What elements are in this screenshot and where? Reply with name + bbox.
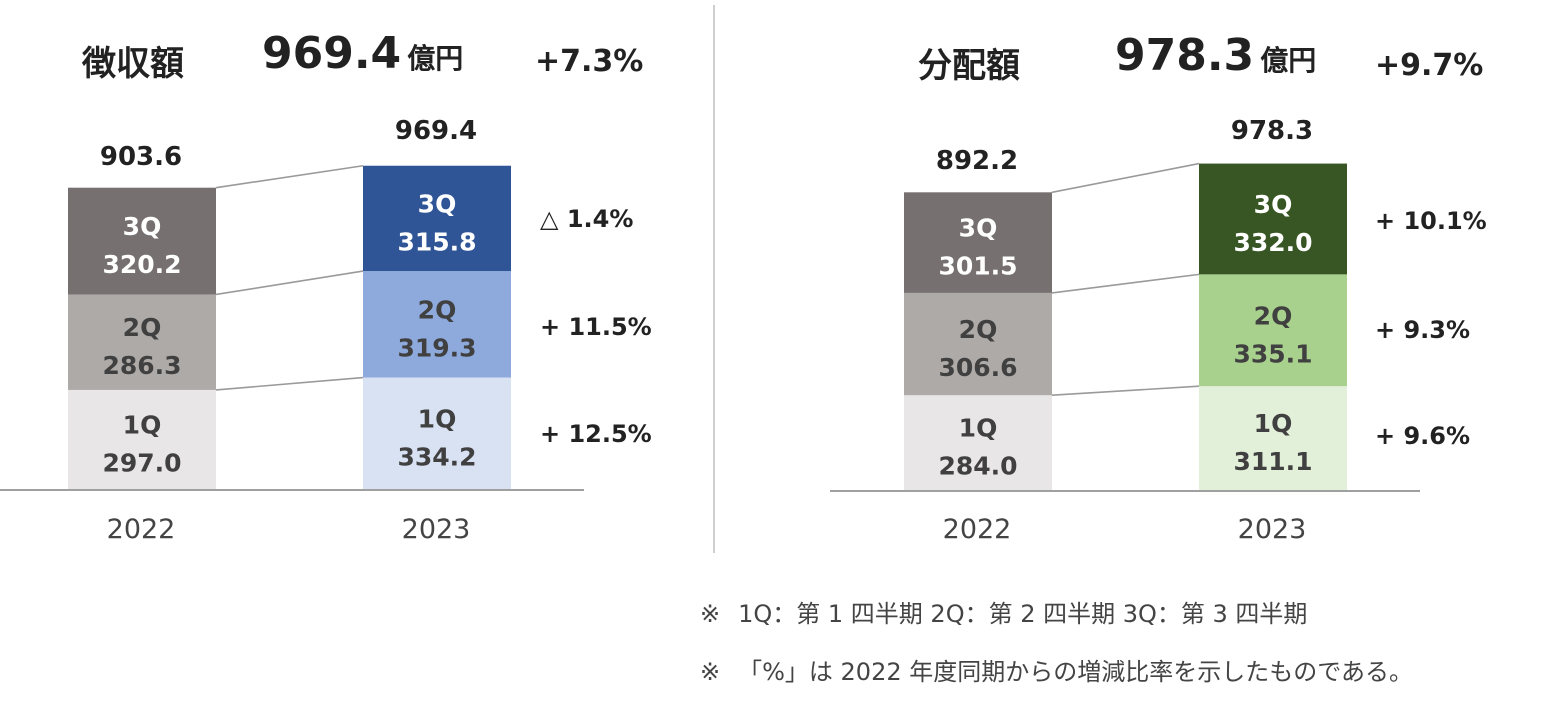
right-bar-label-2023-2q-name: 2Q	[1254, 301, 1293, 330]
right-headline-change: +9.7%	[1375, 48, 1484, 83]
right-bar-2023-3q	[1199, 163, 1347, 275]
right-chart-title: 分配額	[918, 46, 1020, 86]
left-connector-2	[215, 270, 364, 296]
note-percent-text: 「%」は 2022 年度同期からの増減比率を示したものである。	[738, 658, 1414, 686]
left-total-2023: 969.4	[394, 116, 478, 146]
right-bar-2022-3q	[904, 192, 1052, 293]
left-bar-2023-1q	[363, 377, 511, 489]
left-bar-2022-1q	[68, 389, 216, 489]
right-bar-label-2022-3q-name: 3Q	[959, 214, 998, 243]
right-bar-label-2023-3q-name: 3Q	[1254, 190, 1293, 219]
left-bar-label-2023-2q-value: 319.3	[397, 333, 476, 362]
left-connector-1	[215, 376, 364, 391]
right-bar-label-2023-3q-value: 332.0	[1233, 228, 1312, 257]
note-quarters-text: 1Q：第 1 四半期 2Q：第 2 四半期 3Q：第 3 四半期	[738, 600, 1308, 628]
note-mark-2: ※	[700, 658, 721, 686]
note-mark-1: ※	[700, 600, 721, 628]
left-bar-label-2022-3q-name: 3Q	[123, 212, 162, 241]
left-xtick-2022: 2022	[106, 514, 176, 545]
left-headline: 969.4 億円	[262, 28, 463, 79]
left-baseline	[0, 489, 584, 491]
right-connector-2	[1051, 273, 1200, 294]
right-total-2023: 978.3	[1230, 116, 1314, 146]
left-headline-change: +7.3%	[535, 44, 644, 79]
right-headline: 978.3 億円	[1115, 30, 1316, 81]
left-connector-3	[215, 164, 364, 189]
right-total-2022: 892.2	[935, 146, 1019, 176]
right-bar-2022-1q	[904, 395, 1052, 490]
right-bar-label-2022-3q-value: 301.5	[938, 252, 1017, 281]
left-chart-title: 徴収額	[82, 44, 184, 84]
left-change-1q: + 12.5%	[540, 420, 652, 448]
left-bar-label-2023-3q-name: 3Q	[418, 189, 457, 218]
left-change-3q: △ 1.4%	[540, 205, 634, 233]
left-bar-label-2023-1q-name: 1Q	[418, 404, 457, 433]
left-bar-label-2022-2q-value: 286.3	[102, 351, 181, 380]
right-bar-label-2022-1q-name: 1Q	[959, 414, 998, 443]
right-connector-1	[1051, 385, 1200, 397]
right-bar-2023-2q	[1199, 274, 1347, 387]
right-bar-label-2023-1q-name: 1Q	[1254, 409, 1293, 438]
right-connector-3	[1051, 162, 1200, 194]
left-total-2022: 903.6	[99, 142, 183, 172]
right-baseline	[830, 490, 1420, 492]
left-headline-unit: 億円	[407, 42, 464, 75]
right-bar-label-2022-2q-value: 306.6	[938, 353, 1017, 382]
left-change-2q: + 11.5%	[540, 313, 652, 341]
right-bar-label-2022-2q-name: 2Q	[959, 315, 998, 344]
left-bar-label-2022-2q-name: 2Q	[123, 313, 162, 342]
left-bar-2023-3q	[363, 165, 511, 272]
left-bar-2022-3q	[68, 187, 216, 295]
right-bar-label-2023-2q-value: 335.1	[1233, 339, 1312, 368]
left-bar-label-2022-3q-value: 320.2	[102, 250, 181, 279]
left-bar-label-2022-1q-name: 1Q	[123, 410, 162, 439]
right-change-2q: + 9.3%	[1375, 316, 1471, 344]
right-change-1q: + 9.6%	[1375, 422, 1471, 450]
left-bar-label-2022-1q-value: 297.0	[102, 448, 181, 477]
right-bar-label-2022-1q-value: 284.0	[938, 452, 1017, 481]
left-headline-value: 969.4	[262, 28, 402, 79]
left-bar-2022-2q	[68, 294, 216, 390]
right-xtick-2022: 2022	[942, 514, 1012, 545]
right-headline-value: 978.3	[1115, 30, 1255, 81]
panel-divider	[713, 5, 715, 553]
left-bar-label-2023-1q-value: 334.2	[397, 442, 476, 471]
right-xtick-2023: 2023	[1237, 514, 1307, 545]
right-bar-2023-1q	[1199, 386, 1347, 490]
left-xtick-2023: 2023	[401, 514, 471, 545]
right-bar-label-2023-1q-value: 311.1	[1233, 447, 1312, 476]
right-headline-unit: 億円	[1260, 44, 1317, 77]
note-percent: ※ 「%」は 2022 年度同期からの増減比率を示したものである。	[700, 652, 1413, 687]
right-bar-2022-2q	[904, 292, 1052, 396]
left-bar-2023-2q	[363, 271, 511, 378]
left-bar-label-2023-3q-value: 315.8	[397, 227, 476, 256]
note-quarters: ※ 1Q：第 1 四半期 2Q：第 2 四半期 3Q：第 3 四半期	[700, 594, 1307, 629]
left-bar-label-2023-2q-name: 2Q	[418, 295, 457, 324]
right-change-3q: + 10.1%	[1375, 207, 1487, 235]
